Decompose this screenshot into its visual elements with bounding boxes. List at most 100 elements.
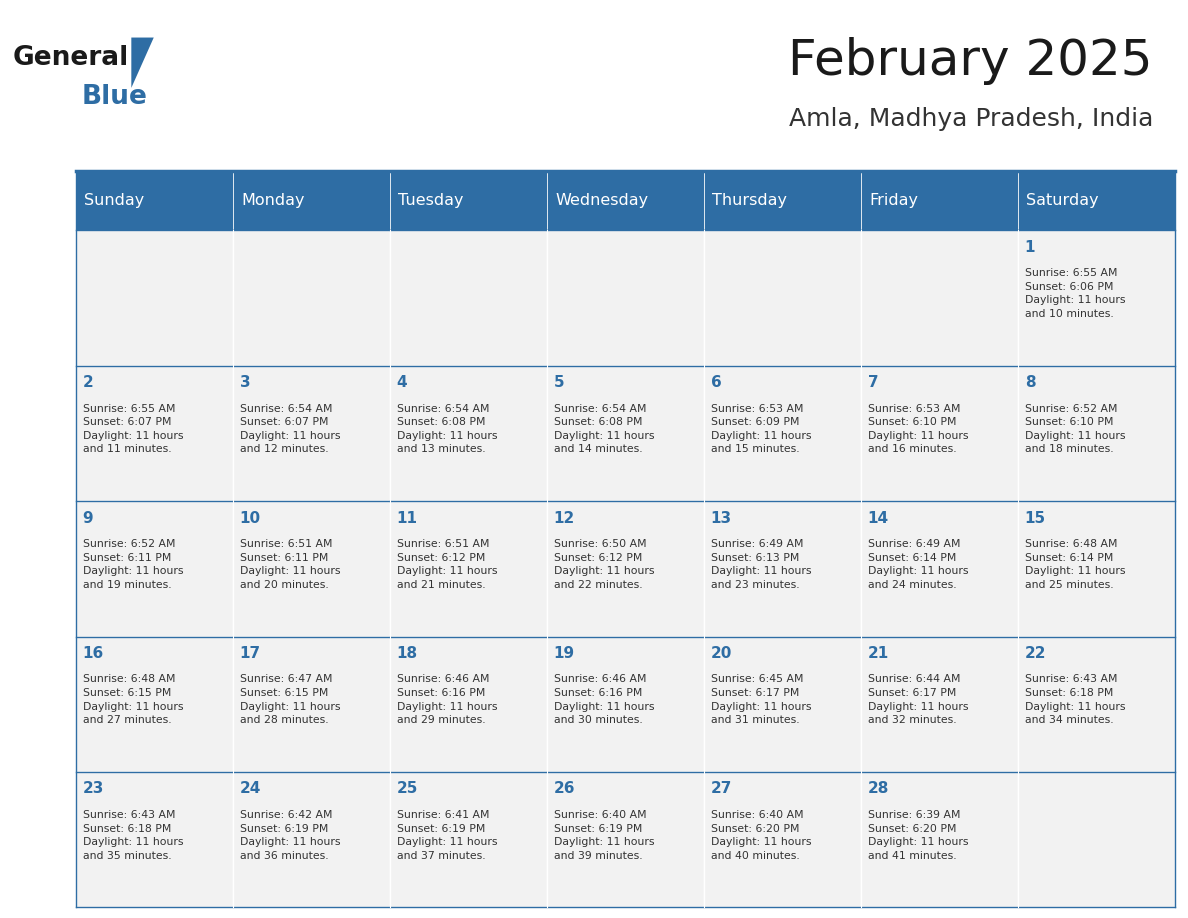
FancyBboxPatch shape — [704, 365, 861, 501]
FancyBboxPatch shape — [548, 230, 704, 365]
FancyBboxPatch shape — [76, 636, 233, 772]
FancyBboxPatch shape — [1018, 636, 1175, 772]
Text: Saturday: Saturday — [1026, 193, 1099, 208]
FancyBboxPatch shape — [76, 365, 233, 501]
FancyBboxPatch shape — [548, 772, 704, 908]
Text: Sunrise: 6:51 AM
Sunset: 6:11 PM
Daylight: 11 hours
and 20 minutes.: Sunrise: 6:51 AM Sunset: 6:11 PM Dayligh… — [240, 539, 340, 590]
FancyBboxPatch shape — [704, 636, 861, 772]
Text: Sunrise: 6:55 AM
Sunset: 6:06 PM
Daylight: 11 hours
and 10 minutes.: Sunrise: 6:55 AM Sunset: 6:06 PM Dayligh… — [1025, 268, 1125, 319]
Text: Amla, Madhya Pradesh, India: Amla, Madhya Pradesh, India — [789, 106, 1154, 130]
FancyBboxPatch shape — [1018, 171, 1175, 230]
FancyBboxPatch shape — [391, 171, 548, 230]
FancyBboxPatch shape — [391, 230, 548, 365]
Text: Monday: Monday — [241, 193, 305, 208]
FancyBboxPatch shape — [704, 501, 861, 636]
FancyBboxPatch shape — [861, 365, 1018, 501]
Text: 10: 10 — [240, 510, 261, 526]
FancyBboxPatch shape — [233, 772, 391, 908]
FancyBboxPatch shape — [1018, 365, 1175, 501]
Text: Thursday: Thursday — [713, 193, 788, 208]
FancyBboxPatch shape — [704, 772, 861, 908]
FancyBboxPatch shape — [76, 772, 233, 908]
Text: 14: 14 — [867, 510, 889, 526]
Text: 24: 24 — [240, 781, 261, 797]
Text: Wednesday: Wednesday — [555, 193, 649, 208]
Text: Sunrise: 6:55 AM
Sunset: 6:07 PM
Daylight: 11 hours
and 11 minutes.: Sunrise: 6:55 AM Sunset: 6:07 PM Dayligh… — [83, 404, 183, 454]
Polygon shape — [132, 38, 153, 88]
Text: Sunrise: 6:43 AM
Sunset: 6:18 PM
Daylight: 11 hours
and 35 minutes.: Sunrise: 6:43 AM Sunset: 6:18 PM Dayligh… — [83, 810, 183, 861]
Text: Sunrise: 6:47 AM
Sunset: 6:15 PM
Daylight: 11 hours
and 28 minutes.: Sunrise: 6:47 AM Sunset: 6:15 PM Dayligh… — [240, 675, 340, 725]
FancyBboxPatch shape — [861, 636, 1018, 772]
Text: February 2025: February 2025 — [789, 37, 1154, 84]
Text: Sunday: Sunday — [84, 193, 145, 208]
FancyBboxPatch shape — [391, 501, 548, 636]
FancyBboxPatch shape — [861, 772, 1018, 908]
Text: Blue: Blue — [81, 84, 147, 109]
Text: 18: 18 — [397, 646, 418, 661]
Text: 9: 9 — [83, 510, 94, 526]
FancyBboxPatch shape — [1018, 772, 1175, 908]
Text: 23: 23 — [83, 781, 105, 797]
Text: 21: 21 — [867, 646, 889, 661]
Text: Sunrise: 6:42 AM
Sunset: 6:19 PM
Daylight: 11 hours
and 36 minutes.: Sunrise: 6:42 AM Sunset: 6:19 PM Dayligh… — [240, 810, 340, 861]
Text: Sunrise: 6:39 AM
Sunset: 6:20 PM
Daylight: 11 hours
and 41 minutes.: Sunrise: 6:39 AM Sunset: 6:20 PM Dayligh… — [867, 810, 968, 861]
Text: Sunrise: 6:52 AM
Sunset: 6:11 PM
Daylight: 11 hours
and 19 minutes.: Sunrise: 6:52 AM Sunset: 6:11 PM Dayligh… — [83, 539, 183, 590]
Text: 27: 27 — [710, 781, 732, 797]
FancyBboxPatch shape — [391, 636, 548, 772]
Text: Sunrise: 6:41 AM
Sunset: 6:19 PM
Daylight: 11 hours
and 37 minutes.: Sunrise: 6:41 AM Sunset: 6:19 PM Dayligh… — [397, 810, 497, 861]
Text: 3: 3 — [240, 375, 251, 390]
Text: Sunrise: 6:54 AM
Sunset: 6:08 PM
Daylight: 11 hours
and 14 minutes.: Sunrise: 6:54 AM Sunset: 6:08 PM Dayligh… — [554, 404, 655, 454]
Text: 13: 13 — [710, 510, 732, 526]
Text: General: General — [13, 45, 129, 71]
Text: Sunrise: 6:46 AM
Sunset: 6:16 PM
Daylight: 11 hours
and 29 minutes.: Sunrise: 6:46 AM Sunset: 6:16 PM Dayligh… — [397, 675, 497, 725]
Text: Sunrise: 6:40 AM
Sunset: 6:20 PM
Daylight: 11 hours
and 40 minutes.: Sunrise: 6:40 AM Sunset: 6:20 PM Dayligh… — [710, 810, 811, 861]
Text: Friday: Friday — [870, 193, 918, 208]
Text: Sunrise: 6:53 AM
Sunset: 6:09 PM
Daylight: 11 hours
and 15 minutes.: Sunrise: 6:53 AM Sunset: 6:09 PM Dayligh… — [710, 404, 811, 454]
Text: Sunrise: 6:45 AM
Sunset: 6:17 PM
Daylight: 11 hours
and 31 minutes.: Sunrise: 6:45 AM Sunset: 6:17 PM Dayligh… — [710, 675, 811, 725]
Text: 4: 4 — [397, 375, 407, 390]
Text: Sunrise: 6:54 AM
Sunset: 6:08 PM
Daylight: 11 hours
and 13 minutes.: Sunrise: 6:54 AM Sunset: 6:08 PM Dayligh… — [397, 404, 497, 454]
FancyBboxPatch shape — [391, 772, 548, 908]
Text: 26: 26 — [554, 781, 575, 797]
FancyBboxPatch shape — [233, 365, 391, 501]
FancyBboxPatch shape — [391, 365, 548, 501]
Text: Sunrise: 6:50 AM
Sunset: 6:12 PM
Daylight: 11 hours
and 22 minutes.: Sunrise: 6:50 AM Sunset: 6:12 PM Dayligh… — [554, 539, 655, 590]
FancyBboxPatch shape — [233, 230, 391, 365]
FancyBboxPatch shape — [1018, 230, 1175, 365]
Text: 28: 28 — [867, 781, 889, 797]
Text: Sunrise: 6:46 AM
Sunset: 6:16 PM
Daylight: 11 hours
and 30 minutes.: Sunrise: 6:46 AM Sunset: 6:16 PM Dayligh… — [554, 675, 655, 725]
Text: Sunrise: 6:44 AM
Sunset: 6:17 PM
Daylight: 11 hours
and 32 minutes.: Sunrise: 6:44 AM Sunset: 6:17 PM Dayligh… — [867, 675, 968, 725]
FancyBboxPatch shape — [861, 230, 1018, 365]
Text: Sunrise: 6:48 AM
Sunset: 6:14 PM
Daylight: 11 hours
and 25 minutes.: Sunrise: 6:48 AM Sunset: 6:14 PM Dayligh… — [1025, 539, 1125, 590]
Text: 22: 22 — [1025, 646, 1047, 661]
Text: 8: 8 — [1025, 375, 1035, 390]
Text: 5: 5 — [554, 375, 564, 390]
Text: Sunrise: 6:53 AM
Sunset: 6:10 PM
Daylight: 11 hours
and 16 minutes.: Sunrise: 6:53 AM Sunset: 6:10 PM Dayligh… — [867, 404, 968, 454]
Text: Sunrise: 6:43 AM
Sunset: 6:18 PM
Daylight: 11 hours
and 34 minutes.: Sunrise: 6:43 AM Sunset: 6:18 PM Dayligh… — [1025, 675, 1125, 725]
Text: 17: 17 — [240, 646, 261, 661]
Text: 11: 11 — [397, 510, 418, 526]
FancyBboxPatch shape — [548, 365, 704, 501]
Text: Sunrise: 6:40 AM
Sunset: 6:19 PM
Daylight: 11 hours
and 39 minutes.: Sunrise: 6:40 AM Sunset: 6:19 PM Dayligh… — [554, 810, 655, 861]
FancyBboxPatch shape — [704, 171, 861, 230]
Text: 16: 16 — [83, 646, 103, 661]
FancyBboxPatch shape — [548, 636, 704, 772]
Text: 2: 2 — [83, 375, 94, 390]
Text: Sunrise: 6:48 AM
Sunset: 6:15 PM
Daylight: 11 hours
and 27 minutes.: Sunrise: 6:48 AM Sunset: 6:15 PM Dayligh… — [83, 675, 183, 725]
Text: Sunrise: 6:51 AM
Sunset: 6:12 PM
Daylight: 11 hours
and 21 minutes.: Sunrise: 6:51 AM Sunset: 6:12 PM Dayligh… — [397, 539, 497, 590]
FancyBboxPatch shape — [861, 501, 1018, 636]
Text: 15: 15 — [1025, 510, 1045, 526]
Text: Tuesday: Tuesday — [398, 193, 463, 208]
Text: 7: 7 — [867, 375, 878, 390]
Text: Sunrise: 6:54 AM
Sunset: 6:07 PM
Daylight: 11 hours
and 12 minutes.: Sunrise: 6:54 AM Sunset: 6:07 PM Dayligh… — [240, 404, 340, 454]
FancyBboxPatch shape — [76, 230, 233, 365]
Text: 6: 6 — [710, 375, 721, 390]
Text: Sunrise: 6:52 AM
Sunset: 6:10 PM
Daylight: 11 hours
and 18 minutes.: Sunrise: 6:52 AM Sunset: 6:10 PM Dayligh… — [1025, 404, 1125, 454]
FancyBboxPatch shape — [861, 171, 1018, 230]
FancyBboxPatch shape — [548, 501, 704, 636]
Text: Sunrise: 6:49 AM
Sunset: 6:13 PM
Daylight: 11 hours
and 23 minutes.: Sunrise: 6:49 AM Sunset: 6:13 PM Dayligh… — [710, 539, 811, 590]
FancyBboxPatch shape — [704, 230, 861, 365]
FancyBboxPatch shape — [233, 501, 391, 636]
FancyBboxPatch shape — [233, 636, 391, 772]
Text: 1: 1 — [1025, 240, 1035, 254]
